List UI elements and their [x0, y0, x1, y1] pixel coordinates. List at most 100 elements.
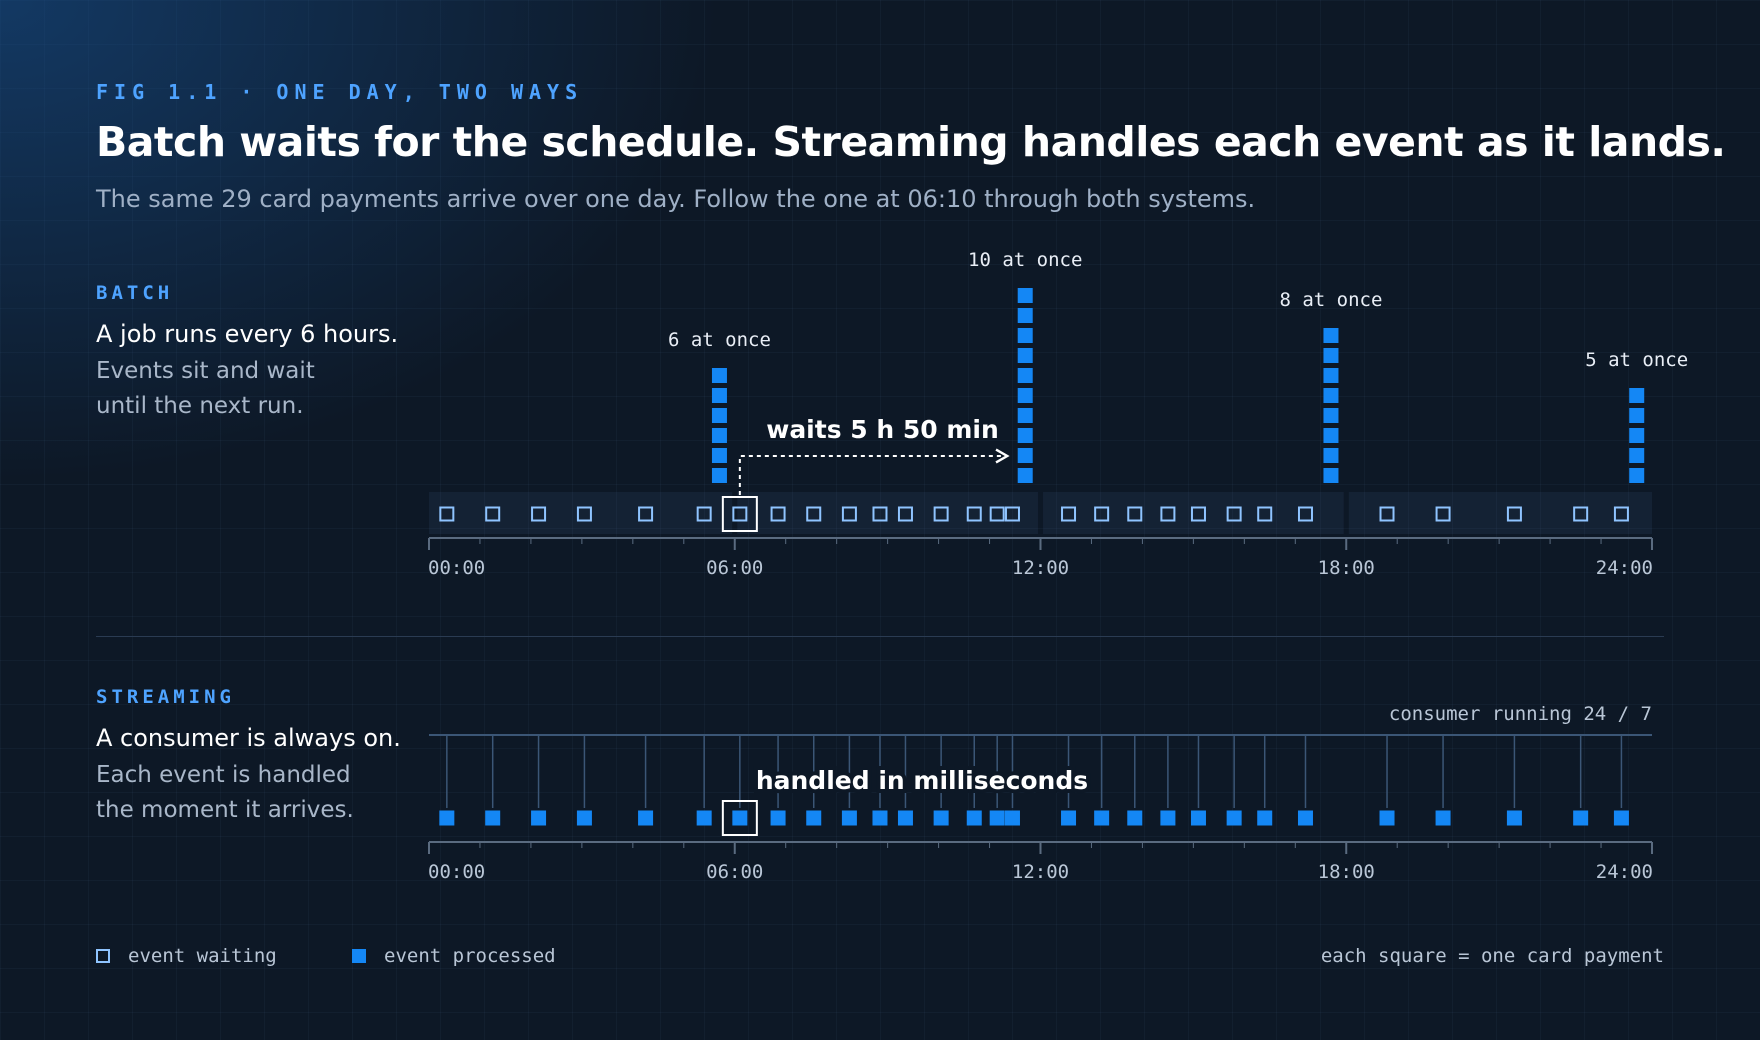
batch-tick-label: 18:00: [1318, 557, 1375, 579]
batch-waiting-event: [638, 506, 654, 522]
batch-waiting-event: [1004, 506, 1020, 522]
batch-processed-event: [1017, 328, 1033, 343]
streaming-section-label: STREAMING: [96, 686, 235, 708]
streaming-processed-event: [1061, 810, 1077, 826]
streaming-section-description: Each event is handled the moment it arri…: [96, 762, 354, 823]
streaming-processed-event: [439, 810, 455, 826]
batch-queue-band: [1348, 492, 1652, 534]
batch-processed-event: [1323, 348, 1339, 363]
batch-processed-event: [1323, 388, 1339, 403]
batch-processed-event: [1323, 368, 1339, 383]
streaming-handled-label: handled in milliseconds: [756, 766, 1088, 795]
section-divider: [96, 636, 1664, 637]
batch-waiting-event: [841, 506, 857, 522]
batch-waiting-event: [1094, 506, 1110, 522]
batch-queue-band: [1043, 492, 1344, 534]
batch-processed-event: [1323, 328, 1339, 343]
batch-processed-event: [711, 428, 727, 443]
streaming-section-lead: A consumer is always on.: [96, 724, 401, 752]
streaming-tick-label: 18:00: [1318, 861, 1375, 883]
batch-waiting-event: [1061, 506, 1077, 522]
batch-processed-event: [1017, 348, 1033, 363]
batch-queue-band: [737, 492, 1038, 534]
streaming-processed-event: [531, 810, 547, 826]
batch-processed-event: [1323, 428, 1339, 443]
streaming-tick-label: 06:00: [706, 861, 763, 883]
batch-waiting-event: [897, 506, 913, 522]
batch-processed-event: [711, 468, 727, 483]
legend-processed: event processed: [352, 945, 556, 967]
legend-processed-label: event processed: [384, 945, 556, 967]
streaming-processed-event: [1004, 810, 1020, 826]
streaming-tick-label: 12:00: [1012, 861, 1069, 883]
figure-title: Batch waits for the schedule. Streaming …: [96, 118, 1726, 166]
batch-processed-event: [1017, 428, 1033, 443]
streaming-processed-event: [576, 810, 592, 826]
batch-section-description: Events sit and wait until the next run.: [96, 358, 315, 419]
batch-tick-label: 24:00: [1596, 557, 1653, 579]
figure-eyebrow: FIG 1.1 · ONE DAY, TWO WAYS: [96, 80, 584, 104]
batch-run-label: 5 at once: [1585, 349, 1688, 371]
batch-processed-event: [711, 388, 727, 403]
streaming-processed-event: [1379, 810, 1395, 826]
solid-square-icon: [352, 949, 366, 963]
batch-processed-event: [1017, 388, 1033, 403]
batch-wait-arrow: [738, 448, 1010, 495]
streaming-processed-event: [1226, 810, 1242, 826]
batch-processed-event: [1323, 468, 1339, 483]
batch-processed-event: [1323, 448, 1339, 463]
batch-waiting-event: [732, 506, 748, 522]
streaming-processed-event: [1257, 810, 1273, 826]
streaming-processed-event: [1297, 810, 1313, 826]
figure-subtitle: The same 29 card payments arrive over on…: [96, 185, 1256, 213]
batch-waiting-event: [1226, 506, 1242, 522]
batch-waiting-event: [576, 506, 592, 522]
streaming-timeline: consumer running 24 / 7 handled in millis…: [428, 703, 1653, 883]
batch-processed-event: [1629, 388, 1645, 403]
batch-tick-label: 06:00: [706, 557, 763, 579]
batch-tick-label: 12:00: [1012, 557, 1069, 579]
batch-processed-event: [711, 368, 727, 383]
streaming-processed-event: [872, 810, 888, 826]
batch-run-label: 10 at once: [968, 249, 1082, 271]
streaming-consumer-label: consumer running 24 / 7: [1389, 703, 1652, 725]
legend-waiting: event waiting: [96, 945, 277, 967]
streaming-processed-event: [485, 810, 501, 826]
batch-waiting-event: [439, 506, 455, 522]
streaming-processed-event: [1190, 810, 1206, 826]
streaming-processed-event: [1613, 810, 1629, 826]
streaming-processed-event: [1573, 810, 1589, 826]
streaming-processed-event: [696, 810, 712, 826]
batch-processed-event: [1629, 448, 1645, 463]
batch-processed-event: [1017, 368, 1033, 383]
streaming-processed-event: [806, 810, 822, 826]
batch-waiting-event: [1257, 506, 1273, 522]
batch-waiting-event: [1379, 506, 1395, 522]
streaming-processed-event: [966, 810, 982, 826]
batch-waiting-event: [1190, 506, 1206, 522]
batch-processed-event: [1323, 408, 1339, 423]
batch-waiting-event: [806, 506, 822, 522]
streaming-tracked-event-highlight: [721, 800, 758, 836]
streaming-processed-event: [933, 810, 949, 826]
batch-waiting-event: [1435, 506, 1451, 522]
batch-waiting-event: [933, 506, 949, 522]
batch-tracked-event-highlight: [721, 496, 758, 532]
batch-wait-label: waits 5 h 50 min: [766, 415, 999, 444]
batch-waiting-event: [1613, 506, 1629, 522]
streaming-processed-event: [989, 810, 1005, 826]
batch-processed-event: [1629, 408, 1645, 423]
batch-waiting-event: [485, 506, 501, 522]
batch-processed-event: [1017, 468, 1033, 483]
hollow-square-icon: [96, 949, 110, 963]
batch-processed-event: [1629, 468, 1645, 483]
batch-timeline: 00:00 06:00 12:00 18:00 24:00 6 at once 10 at …: [428, 249, 1688, 579]
streaming-tick-label: 00:00: [428, 861, 485, 883]
batch-waiting-event: [696, 506, 712, 522]
batch-waiting-event: [989, 506, 1005, 522]
batch-waiting-event: [531, 506, 547, 522]
legend-waiting-label: event waiting: [128, 945, 277, 967]
batch-waiting-event: [1506, 506, 1522, 522]
batch-processed-event: [711, 408, 727, 423]
